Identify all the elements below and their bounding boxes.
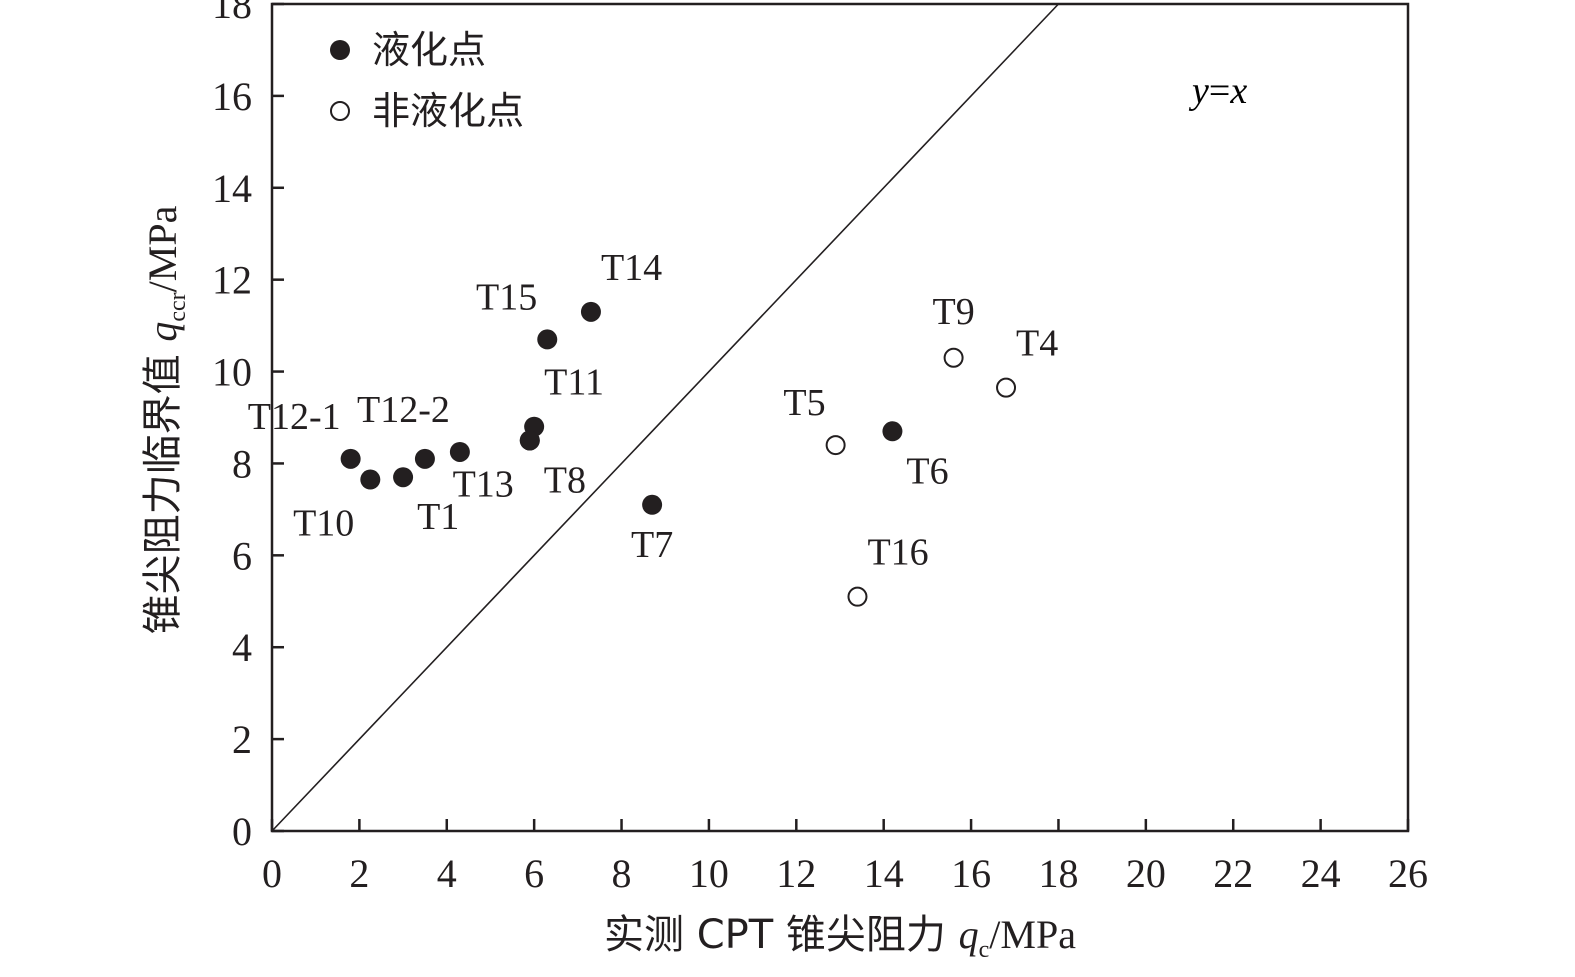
liquefied-point-marker [414,448,435,469]
y-tick-label: 12 [212,258,252,303]
data-points [340,301,1017,607]
x-tick-label: 6 [524,851,544,896]
point-label: T7 [631,524,673,566]
liquefied-point-marker [642,494,663,515]
liquefied-point-marker [580,301,601,322]
x-tick-label: 0 [262,851,282,896]
liquefied-point-marker [393,467,414,488]
reference-line-group: y=x [271,3,1247,832]
point-label: T4 [1016,323,1058,365]
y-tick-label: 14 [212,166,252,211]
x-tick-label: 14 [864,851,904,896]
y-tick-label: 6 [232,533,252,578]
point-label: T14 [601,247,662,289]
point-label: T12-2 [357,389,450,431]
axis-titles: 实测 CPT 锥尖阻力 qc/MPa 锥尖阻力临界值 qccr/MPa [140,205,1076,963]
x-tick-label: 18 [1038,851,1078,896]
point-label: T12-1 [248,396,341,438]
point-label: T9 [932,291,974,333]
plot-frame [270,2,1410,833]
legend-label: 液化点 [372,28,486,72]
non-liquefied-point-marker [996,377,1017,398]
point-label: T11 [544,362,604,404]
y-tick-label: 4 [232,625,252,670]
reference-line-y-equals-x [271,3,1060,832]
non-liquefied-point-marker [825,435,846,456]
y-tick-label: 18 [212,0,252,27]
y-axis-title: 锥尖阻力临界值 qccr/MPa [140,205,191,634]
x-tick-label: 4 [437,851,457,896]
y-tick-label: 10 [212,350,252,395]
point-label: T8 [544,459,586,501]
legend-marker-filled [330,40,350,60]
y-tick-label: 2 [232,717,252,762]
reference-line-label: y=x [1188,70,1247,112]
liquefied-point-marker [340,448,361,469]
y-tick-label: 8 [232,441,252,486]
liquefied-point-marker [882,421,903,442]
non-liquefied-point-marker [847,586,868,607]
x-tick-label: 26 [1388,851,1428,896]
non-liquefied-point-marker [943,347,964,368]
x-tick-label: 24 [1301,851,1341,896]
point-label: T1 [417,496,459,538]
legend-label: 非液化点 [372,89,524,133]
y-tick-label: 16 [212,74,252,119]
liquefied-point-marker [360,469,381,490]
x-axis-title: 实测 CPT 锥尖阻力 qc/MPa [604,912,1076,963]
x-tick-label: 8 [612,851,632,896]
point-label: T15 [476,276,537,318]
liquefied-point-marker [449,441,470,462]
point-label: T5 [783,382,825,424]
point-label: T6 [906,450,948,492]
liquefied-point-marker [519,430,540,451]
x-tick-label: 2 [349,851,369,896]
x-tick-label: 10 [689,851,729,896]
point-label: T16 [867,532,928,574]
y-tick-label: 0 [232,809,252,854]
liquefied-point-marker [537,329,558,350]
point-label: T13 [453,463,514,505]
plot-border [270,2,1410,833]
x-tick-label: 22 [1213,851,1253,896]
x-tick-label: 16 [951,851,991,896]
x-tick-label: 20 [1126,851,1166,896]
legend-marker-open [330,101,350,121]
x-tick-label: 12 [776,851,816,896]
point-label: T10 [293,503,354,545]
